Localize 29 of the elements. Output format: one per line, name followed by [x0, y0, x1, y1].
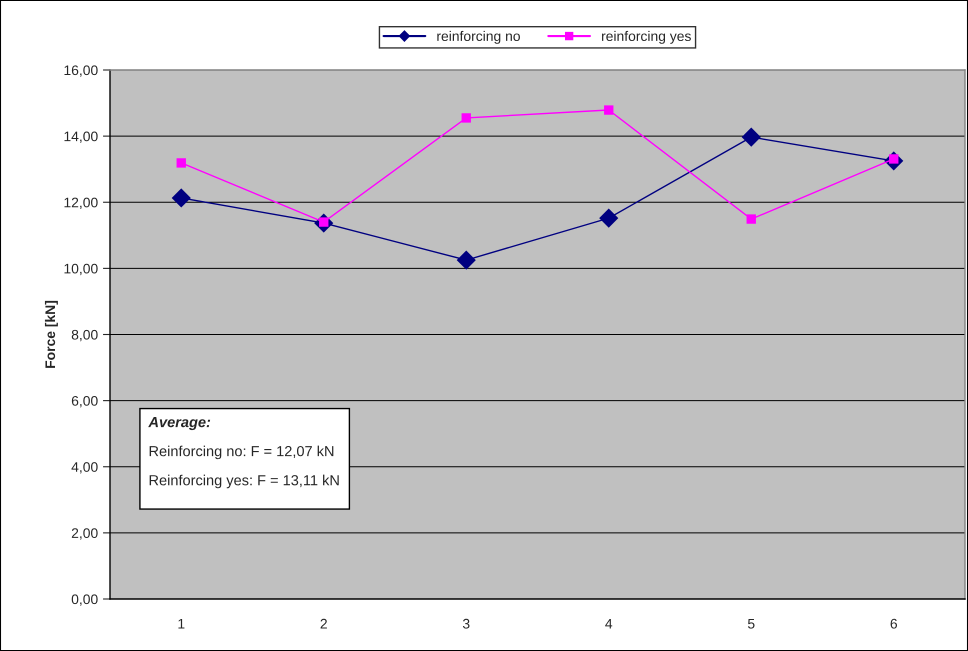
x-tick-label: 3 — [462, 618, 470, 629]
y-tick-label: 16,00 — [64, 65, 98, 77]
y-tick-label: 12,00 — [64, 198, 98, 210]
point — [456, 250, 476, 270]
x-tick-label: 6 — [890, 618, 897, 629]
point — [746, 214, 756, 224]
y-axis-title: Force [kN] — [44, 300, 58, 368]
y-tick-label: 6,00 — [72, 396, 98, 408]
y-tick-label: 0,00 — [72, 594, 98, 606]
y-tick-label: 14,00 — [64, 131, 98, 143]
x-tick-label: 1 — [178, 618, 184, 629]
x-tick-label: 4 — [605, 618, 612, 629]
point — [604, 105, 614, 115]
x-tick-label: 2 — [320, 618, 327, 629]
point — [742, 128, 761, 146]
y-tick-label: 2,00 — [72, 528, 98, 540]
legend-label: reinforcing yes — [602, 30, 691, 44]
annotation: Average: — [148, 417, 210, 430]
annotation: Reinforcing yes: F = 13,11 kN — [150, 474, 339, 488]
point — [462, 113, 471, 123]
legend-label: reinforcing no — [437, 30, 520, 44]
point — [172, 188, 191, 208]
y-tick-label: 8,00 — [72, 330, 98, 342]
point — [599, 208, 618, 228]
x-tick-label: 5 — [748, 618, 755, 629]
annotation: Reinforcing no: F = 12,07 kN — [150, 446, 334, 460]
y-tick-label: 4,00 — [71, 462, 98, 474]
point — [176, 158, 186, 168]
y-tick-label: 10,00 — [64, 264, 98, 276]
